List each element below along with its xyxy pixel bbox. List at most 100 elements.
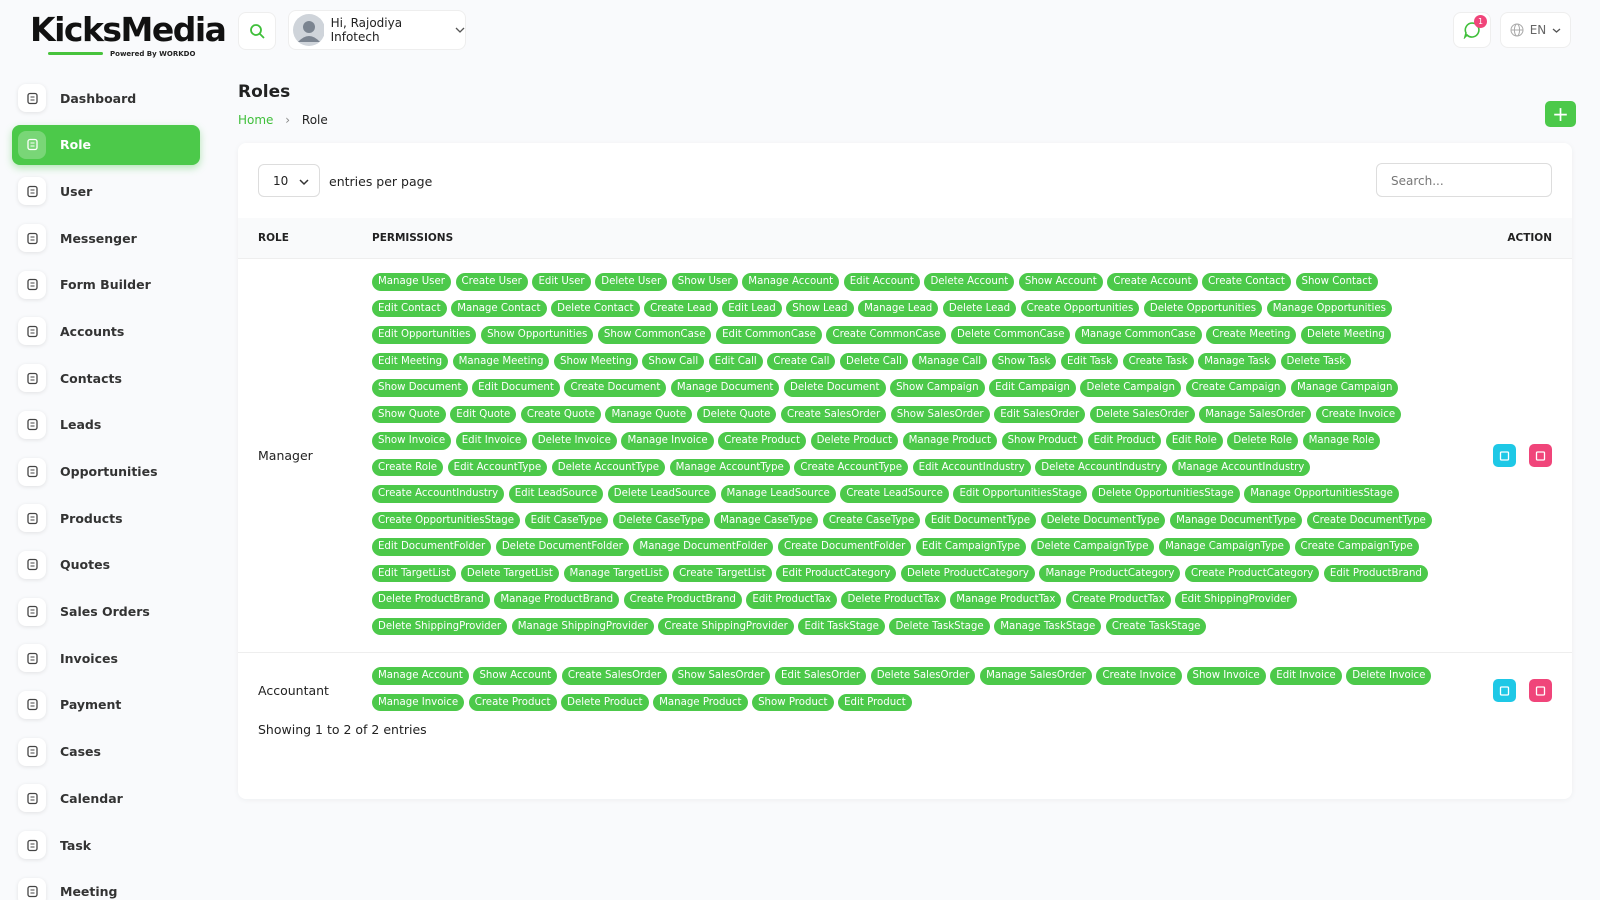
nav-item[interactable]: Leads: [12, 405, 200, 445]
permission-badge: Show Opportunities: [481, 326, 594, 344]
icon: [1535, 686, 1546, 696]
nav-icon: [18, 317, 46, 346]
column-header[interactable]: ROLE: [258, 232, 289, 244]
nav-label: Products: [60, 510, 123, 526]
permission-badge: Create ProductTax: [1066, 591, 1171, 609]
permission-badge: Edit TargetList: [372, 564, 457, 582]
page-size-select[interactable]: 10: [258, 164, 320, 197]
permission-badge: Delete CaseType: [612, 511, 710, 529]
add-button[interactable]: +: [1545, 101, 1576, 127]
nav-item[interactable]: Payment: [12, 685, 200, 725]
column-header[interactable]: PERMISSIONS: [372, 232, 454, 244]
permission-badge: Delete User: [595, 273, 668, 291]
permission-badge: Edit CampaignType: [915, 538, 1027, 556]
nav-item[interactable]: Dashboard: [12, 78, 200, 118]
permission-badge: Manage AccountIndustry: [1171, 458, 1311, 476]
permission-badge: Show Campaign: [890, 379, 985, 397]
logo[interactable]: KicksMedia Powered By WORKDO: [30, 10, 227, 58]
nav-item[interactable]: Quotes: [12, 545, 200, 585]
table-row: Manage Account Show Account Create SalesOr…: [238, 652, 1572, 728]
icon: [1535, 451, 1546, 461]
permission-badge: Delete TaskStage: [889, 617, 990, 635]
nav-icon: [18, 690, 46, 719]
edit-button[interactable]: [1493, 679, 1516, 702]
nav-item[interactable]: Calendar: [12, 778, 200, 818]
search-button[interactable]: [238, 12, 276, 50]
permission-badge: Manage CampaignType: [1159, 538, 1290, 556]
permission-badge: Create Campaign: [1185, 379, 1287, 397]
nav-label: Accounts: [60, 323, 125, 339]
nav-label: Invoices: [60, 650, 118, 666]
permission-badge: Create Opportunities: [1020, 299, 1140, 317]
edit-button[interactable]: [1493, 444, 1516, 467]
nav-item[interactable]: Sales Orders: [12, 592, 200, 632]
nav-item[interactable]: Role: [12, 124, 200, 165]
permission-badge: Manage TargetList: [563, 564, 669, 582]
permission-badge: Delete Meeting: [1300, 326, 1391, 344]
icon: [26, 232, 38, 244]
search-input[interactable]: Search...: [1376, 163, 1552, 197]
permission-badge: Delete SalesOrder: [1089, 405, 1195, 423]
icon: [26, 325, 38, 338]
permission-badge: Create Meeting: [1206, 326, 1297, 344]
delete-button[interactable]: [1529, 444, 1552, 467]
permission-badge: Delete CommonCase: [950, 326, 1071, 344]
page-title: Roles: [238, 82, 291, 102]
permission-badge: Delete Document: [784, 379, 886, 397]
permission-badge: Delete Invoice: [1346, 667, 1432, 685]
nav-item[interactable]: User: [12, 171, 200, 211]
permission-badge: Delete ShippingProvider: [372, 617, 508, 635]
permission-badge: Show Meeting: [554, 352, 638, 370]
permission-badge: Edit CaseType: [524, 511, 608, 529]
nav-label: Quotes: [60, 557, 111, 573]
user-menu[interactable]: Hi, Rajodiya Infotech: [288, 10, 466, 50]
permissions: Manage User Create User Edit User Delete Us…: [372, 273, 1432, 635]
nav-item[interactable]: Cases: [12, 732, 200, 772]
permission-badge: Create ProductBrand: [623, 591, 742, 609]
chevron: [1552, 28, 1561, 33]
nav-item[interactable]: Contacts: [12, 358, 200, 398]
icon: [1499, 686, 1510, 696]
permission-badge: Create Invoice: [1096, 667, 1182, 685]
nav-icon: [18, 784, 46, 813]
partner-name: WORKDO: [159, 50, 196, 58]
permission-badge: Edit Document: [472, 379, 560, 397]
language-menu[interactable]: EN: [1500, 12, 1571, 48]
sidebar: KicksMedia Powered By WORKDO Dashboard Ro…: [0, 0, 227, 900]
icon: [26, 372, 38, 384]
permission-badge: Show Account: [1018, 273, 1103, 291]
permission-badge: Edit AccountIndustry: [912, 458, 1031, 476]
nav-icon: [18, 737, 46, 766]
permission-badge: Create Lead: [644, 299, 718, 317]
breadcrumb-link[interactable]: Home: [238, 113, 274, 127]
column-header[interactable]: ACTION: [1507, 232, 1552, 244]
roles-card: 10 entries per page Search... ROLE PERMI…: [238, 143, 1572, 799]
icon: [26, 139, 38, 151]
nav-label: Calendar: [60, 790, 123, 806]
permission-badge: Edit LeadSource: [508, 485, 604, 503]
messages-button[interactable]: 1: [1453, 12, 1491, 48]
nav-item[interactable]: Invoices: [12, 638, 200, 678]
permission-badge: Create AccountType: [794, 458, 909, 476]
delete-button[interactable]: [1529, 679, 1552, 702]
nav-item[interactable]: Meeting: [12, 872, 200, 900]
permission-badge: Create Product: [468, 693, 557, 711]
permission-badge: Edit CommonCase: [716, 326, 822, 344]
permission-badge: Delete LeadSource: [607, 485, 716, 503]
nav-icon: [18, 831, 46, 859]
brand-name: KicksMedia: [30, 10, 227, 49]
icon: [26, 185, 38, 198]
nav-item[interactable]: Opportunities: [12, 452, 200, 492]
permission-badge: Show Document: [372, 379, 468, 397]
permission-badge: Manage CommonCase: [1075, 326, 1202, 344]
nav-item[interactable]: Messenger: [12, 218, 200, 258]
nav-item[interactable]: Form Builder: [12, 265, 200, 305]
permission-badge: Show Task: [991, 352, 1057, 370]
nav-item[interactable]: Products: [12, 498, 200, 538]
permission-badge: Delete Campaign: [1080, 379, 1181, 397]
permission-badge: Edit AccountType: [447, 458, 548, 476]
nav-item[interactable]: Task: [12, 825, 200, 865]
permission-badge: Create Contact: [1202, 273, 1291, 291]
nav-item[interactable]: Accounts: [12, 311, 200, 351]
permission-badge: Edit Product: [1087, 432, 1162, 450]
